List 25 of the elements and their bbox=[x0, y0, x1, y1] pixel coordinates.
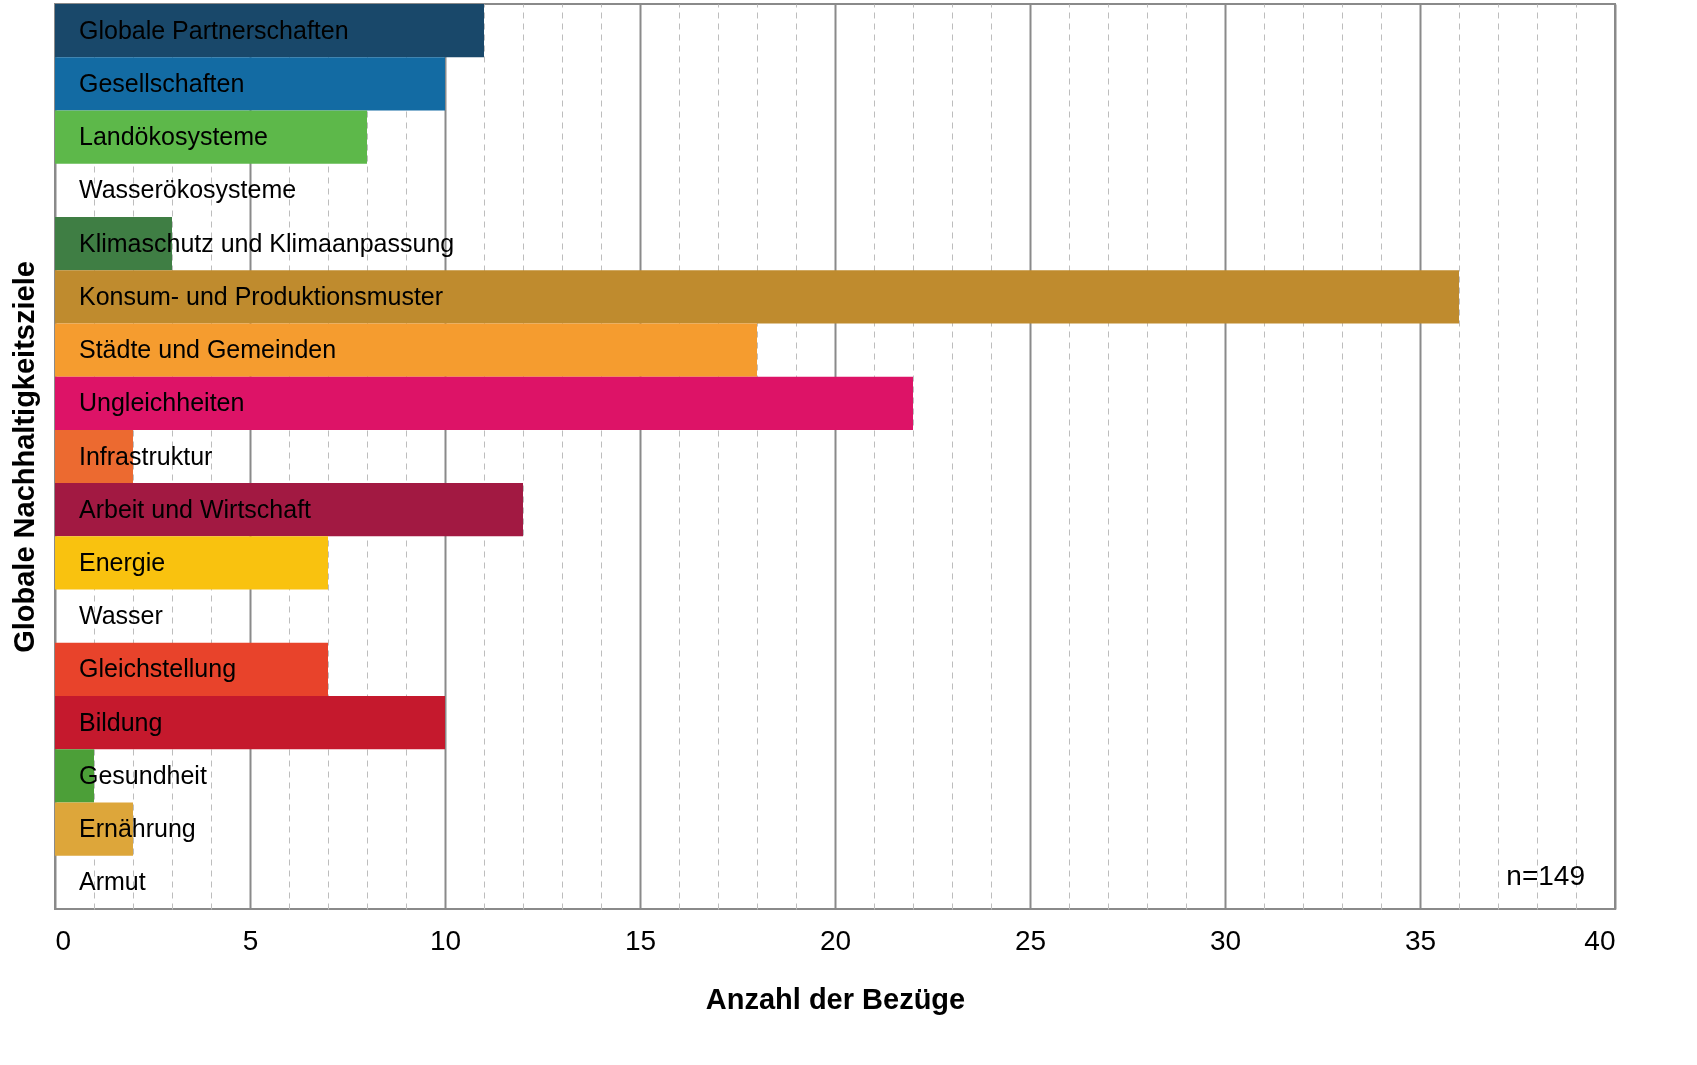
y-axis-title: Globale Nachhaltigkeitsziele bbox=[7, 261, 40, 653]
y-tick-label: Konsum- und Produktionsmuster bbox=[79, 281, 444, 310]
y-tick-label: Armut bbox=[79, 867, 146, 896]
x-tick-label: 25 bbox=[1014, 924, 1047, 956]
x-tick-label: 15 bbox=[624, 924, 657, 956]
x-tick-label: 30 bbox=[1209, 924, 1242, 956]
y-tick-label: Gesellschaften bbox=[79, 68, 245, 97]
x-tick-label: 5 bbox=[242, 924, 259, 956]
x-tick-label: 35 bbox=[1404, 924, 1437, 956]
y-tick-label: Gleichstellung bbox=[79, 654, 237, 683]
y-tick-label: Bildung bbox=[79, 707, 163, 736]
y-tick-label: Wasser bbox=[79, 601, 163, 630]
x-tick-label: 40 bbox=[1584, 924, 1616, 956]
y-tick-label: Ungleichheiten bbox=[79, 388, 245, 417]
x-tick-label: 0 bbox=[55, 924, 72, 956]
y-tick-label: Wasserökosysteme bbox=[79, 175, 297, 204]
y-tick-label: Landökosysteme bbox=[79, 122, 269, 151]
x-axis-title: Anzahl der Bezüge bbox=[705, 982, 966, 1015]
x-tick-label: 10 bbox=[429, 924, 462, 956]
y-tick-label: Energie bbox=[79, 547, 166, 576]
x-tick-label: 20 bbox=[819, 924, 852, 956]
y-tick-label: Arbeit und Wirtschaft bbox=[79, 494, 312, 523]
annotation: n=149 bbox=[1506, 860, 1585, 891]
y-tick-label: Globale Partnerschaften bbox=[79, 15, 349, 44]
y-tick-label: Städte und Gemeinden bbox=[79, 335, 337, 364]
